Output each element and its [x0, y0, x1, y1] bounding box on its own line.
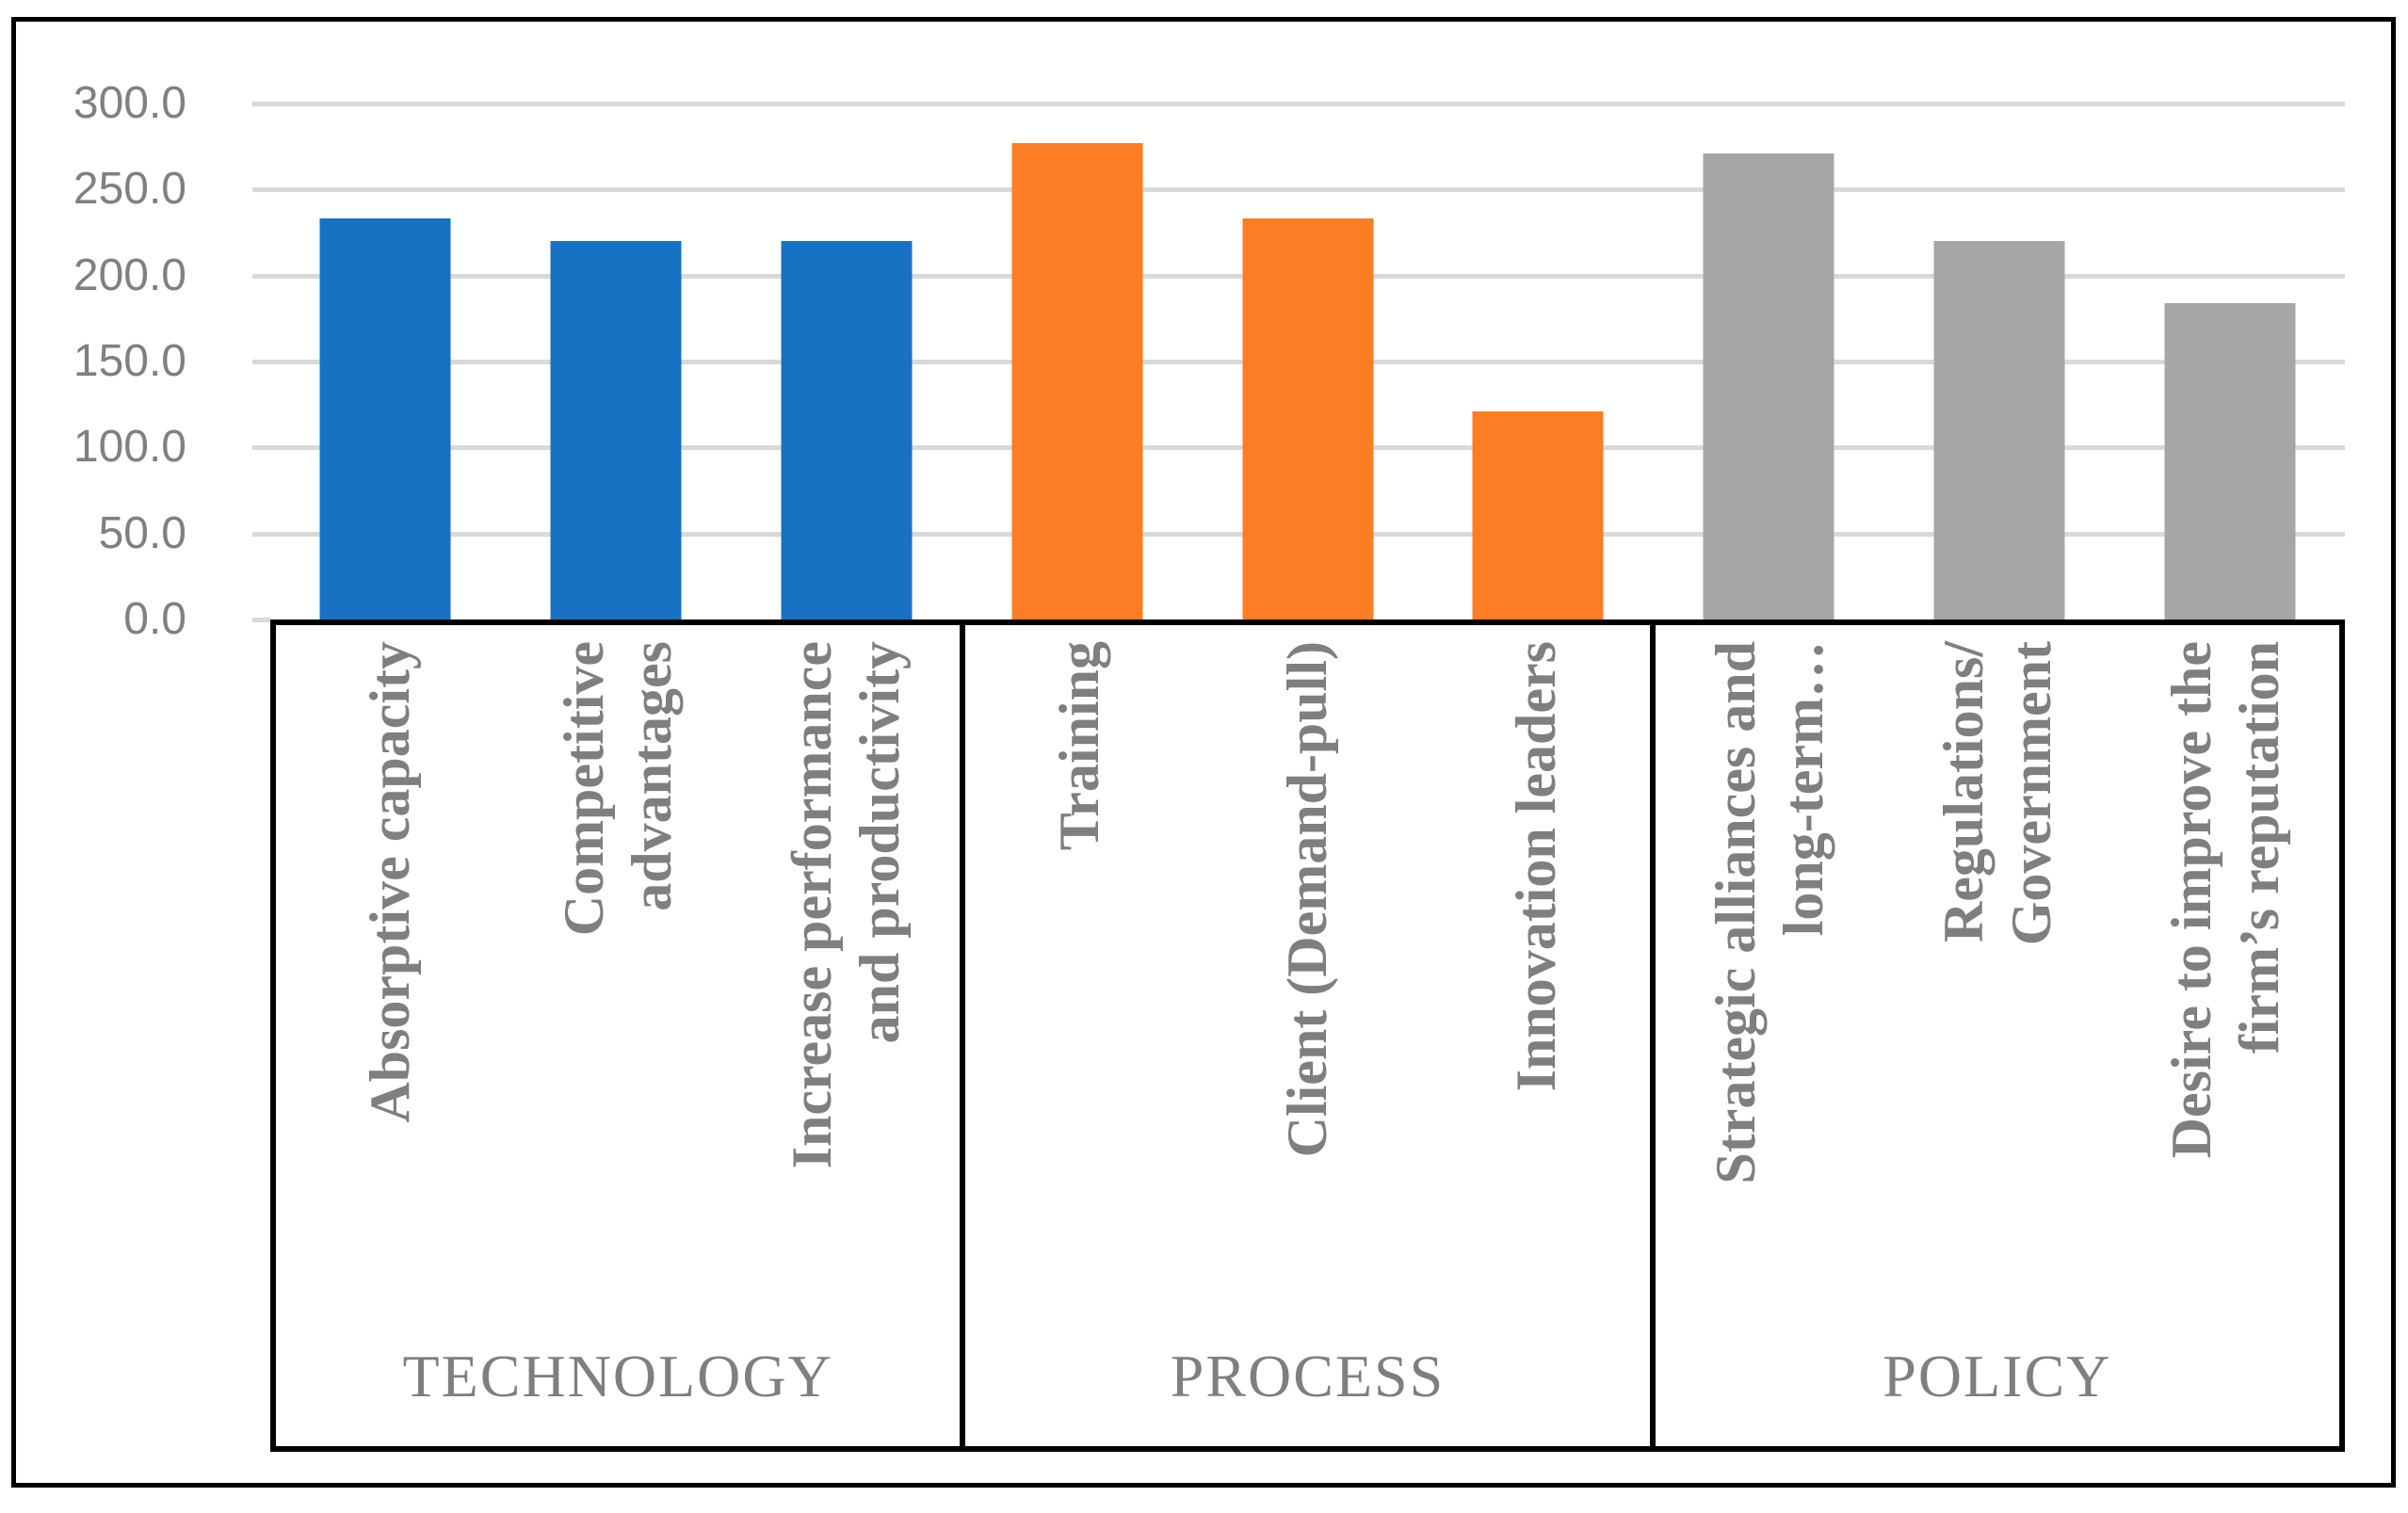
- y-axis-tickmark: [252, 360, 270, 364]
- category-group: Absorptive capacity Competitive advantages…: [276, 625, 960, 1446]
- category-label-cell: Client (Demand-pull): [1193, 625, 1421, 1307]
- category-label-cell: Training: [965, 625, 1193, 1307]
- category-axis-box: Absorptive capacity Competitive advantages…: [270, 620, 2345, 1452]
- category-label: Increase performance and productivity: [781, 641, 912, 1169]
- group-name-label: TECHNOLOGY: [402, 1343, 833, 1409]
- category-label: Competitive advantages: [553, 641, 684, 937]
- category-label: Regulations/Government: [1931, 641, 2062, 946]
- bar-slot: [270, 104, 501, 620]
- bar-slot: [962, 104, 1192, 620]
- category-label: Client (Demand-pull): [1276, 641, 1339, 1158]
- category-label-cell: Increase performance and productivity: [732, 625, 960, 1307]
- category-group: Training Client (Demand-pull) Innovation l…: [960, 625, 1649, 1446]
- y-axis-tickmark: [252, 102, 270, 106]
- bar: [1703, 153, 1834, 620]
- y-axis-tick-label: 150.0: [73, 336, 186, 386]
- category-label: Innovation leaders: [1504, 641, 1567, 1092]
- group-name-label: PROCESS: [1170, 1343, 1446, 1409]
- chart-outer-border: [11, 17, 2396, 1488]
- category-label-row: Absorptive capacity Competitive advantages…: [276, 625, 960, 1307]
- bar-slot: [2114, 104, 2345, 620]
- bar: [781, 241, 913, 620]
- category-group: Strategic alliances and long-term… Regulat…: [1649, 625, 2339, 1446]
- category-label: Training: [1048, 641, 1111, 851]
- y-axis-tick-label: 200.0: [73, 249, 186, 300]
- category-label: Strategic alliances and long-term…: [1704, 641, 1834, 1184]
- bar-slot: [1192, 104, 1423, 620]
- category-label-cell: Desire to improve the firm’s reputation: [2111, 625, 2339, 1307]
- category-label-cell: Absorptive capacity: [276, 625, 504, 1307]
- gridline: [270, 187, 2345, 193]
- y-axis-tickmark: [252, 531, 270, 537]
- category-label-cell: Strategic alliances and long-term…: [1656, 625, 1883, 1307]
- category-label: Absorptive capacity: [359, 641, 422, 1123]
- bar: [319, 218, 451, 620]
- bar: [550, 241, 682, 620]
- group-name-label: POLICY: [1883, 1343, 2112, 1409]
- category-label-cell: Innovation leaders: [1422, 625, 1650, 1307]
- y-axis-tickmark: [252, 187, 270, 193]
- bar-series: [270, 104, 2345, 620]
- bar: [1242, 218, 1374, 620]
- bar-slot: [1423, 104, 1654, 620]
- bar-slot: [732, 104, 962, 620]
- y-axis-tick-label: 100.0: [73, 422, 186, 473]
- y-axis-tick-label: 50.0: [98, 507, 186, 558]
- plot-area: [270, 102, 2345, 620]
- bar: [1933, 241, 2065, 620]
- category-label-cell: Competitive advantages: [504, 625, 732, 1307]
- y-axis-tickmark: [252, 445, 270, 451]
- bar: [1472, 410, 1604, 620]
- y-axis-tick-label: 0.0: [123, 594, 186, 644]
- bar-slot: [1654, 104, 1884, 620]
- y-axis-tick-label: 250.0: [73, 164, 186, 215]
- y-axis-tick-label: 300.0: [73, 78, 186, 128]
- y-axis-tickmark: [252, 273, 270, 279]
- bar-slot: [501, 104, 732, 620]
- category-label-row: Training Client (Demand-pull) Innovation l…: [965, 625, 1649, 1307]
- bar: [1011, 143, 1143, 620]
- category-label-row: Strategic alliances and long-term… Regulat…: [1656, 625, 2339, 1307]
- bar: [2164, 302, 2296, 620]
- y-axis-tickmark: [252, 618, 270, 622]
- bar-slot: [1883, 104, 2114, 620]
- gridline: [270, 102, 2345, 106]
- category-label: Desire to improve the firm’s reputation: [2159, 641, 2290, 1159]
- category-label-cell: Regulations/Government: [1883, 625, 2111, 1307]
